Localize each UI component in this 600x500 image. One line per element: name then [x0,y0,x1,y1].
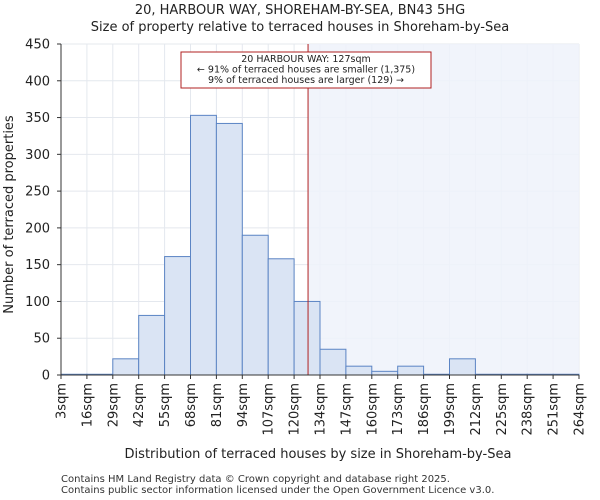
chart-title: 20, HARBOUR WAY, SHOREHAM-BY-SEA, BN43 5… [134,3,466,18]
bar [190,114,217,376]
x-tick-label: 225sqm [495,383,510,436]
annotation-larger: 9% of terraced houses are larger (129) → [208,75,404,86]
x-tick-label: 16sqm [80,383,95,427]
larger-region-shade [308,44,579,375]
x-tick-label: 186sqm [417,383,432,436]
bar [112,358,140,376]
x-tick-label: 3sqm [55,383,70,419]
bars [60,114,580,376]
x-tick-label: 42sqm [132,383,147,427]
y-tick-label: 300 [25,148,50,163]
x-tick-label: 264sqm [573,383,588,436]
bar [319,348,347,376]
y-tick-label: 200 [25,221,50,236]
x-tick-label: 55sqm [158,383,173,427]
x-tick-label: 81sqm [210,383,225,427]
x-tick-label: 120sqm [288,383,303,436]
x-axis-label: Distribution of terraced houses by size … [125,447,512,462]
bar [345,365,373,376]
footer-copyright: Contains HM Land Registry data © Crown c… [61,474,450,485]
x-tick-label: 107sqm [262,383,277,436]
bar [138,314,166,376]
y-axis-label: Number of terraced properties [2,115,17,314]
annotation-title: 20 HARBOUR WAY: 127sqm [241,54,371,65]
x-tick-label: 199sqm [443,383,458,436]
bar [371,370,399,376]
y-tick-label: 150 [25,258,50,273]
axes: 0 50 100 150 200 250 300 350 400 450 3sqm 16sqm 29sq… [25,38,587,436]
bar [215,122,243,376]
annotation-box: 20 HARBOUR WAY: 127sqm ← 91% of terraced… [180,51,432,89]
bar [267,258,295,376]
y-tick-label: 350 [25,111,50,126]
bar [164,256,192,376]
x-tick-label: 68sqm [184,383,199,427]
annotation-box-frame [180,51,432,89]
x-tick-label: 212sqm [469,383,484,436]
y-tick-label: 100 [25,295,50,310]
x-tick-label: 94sqm [236,383,251,427]
x-tick-label: 160sqm [365,383,380,436]
y-tick-label: 450 [25,38,50,53]
annotation-smaller: ← 91% of terraced houses are smaller (1,… [197,65,415,76]
x-tick-label: 238sqm [521,383,536,436]
x-tick-label: 134sqm [314,383,329,436]
x-tick-label: 29sqm [106,383,121,427]
y-tick-label: 250 [25,185,50,200]
y-tick-label: 400 [25,74,50,89]
bar [397,365,425,376]
x-tick-label: 251sqm [547,383,562,436]
chart-subtitle: Size of property relative to terraced ho… [90,20,510,35]
y-tick-label: 50 [33,332,50,347]
bar [449,358,476,376]
x-tick-label: 147sqm [339,383,354,436]
x-tick-label: 173sqm [391,383,406,436]
bar [241,234,269,376]
footer-licence: Contains public sector information licen… [61,485,495,496]
y-tick-label: 0 [42,369,50,384]
bar [293,300,321,376]
